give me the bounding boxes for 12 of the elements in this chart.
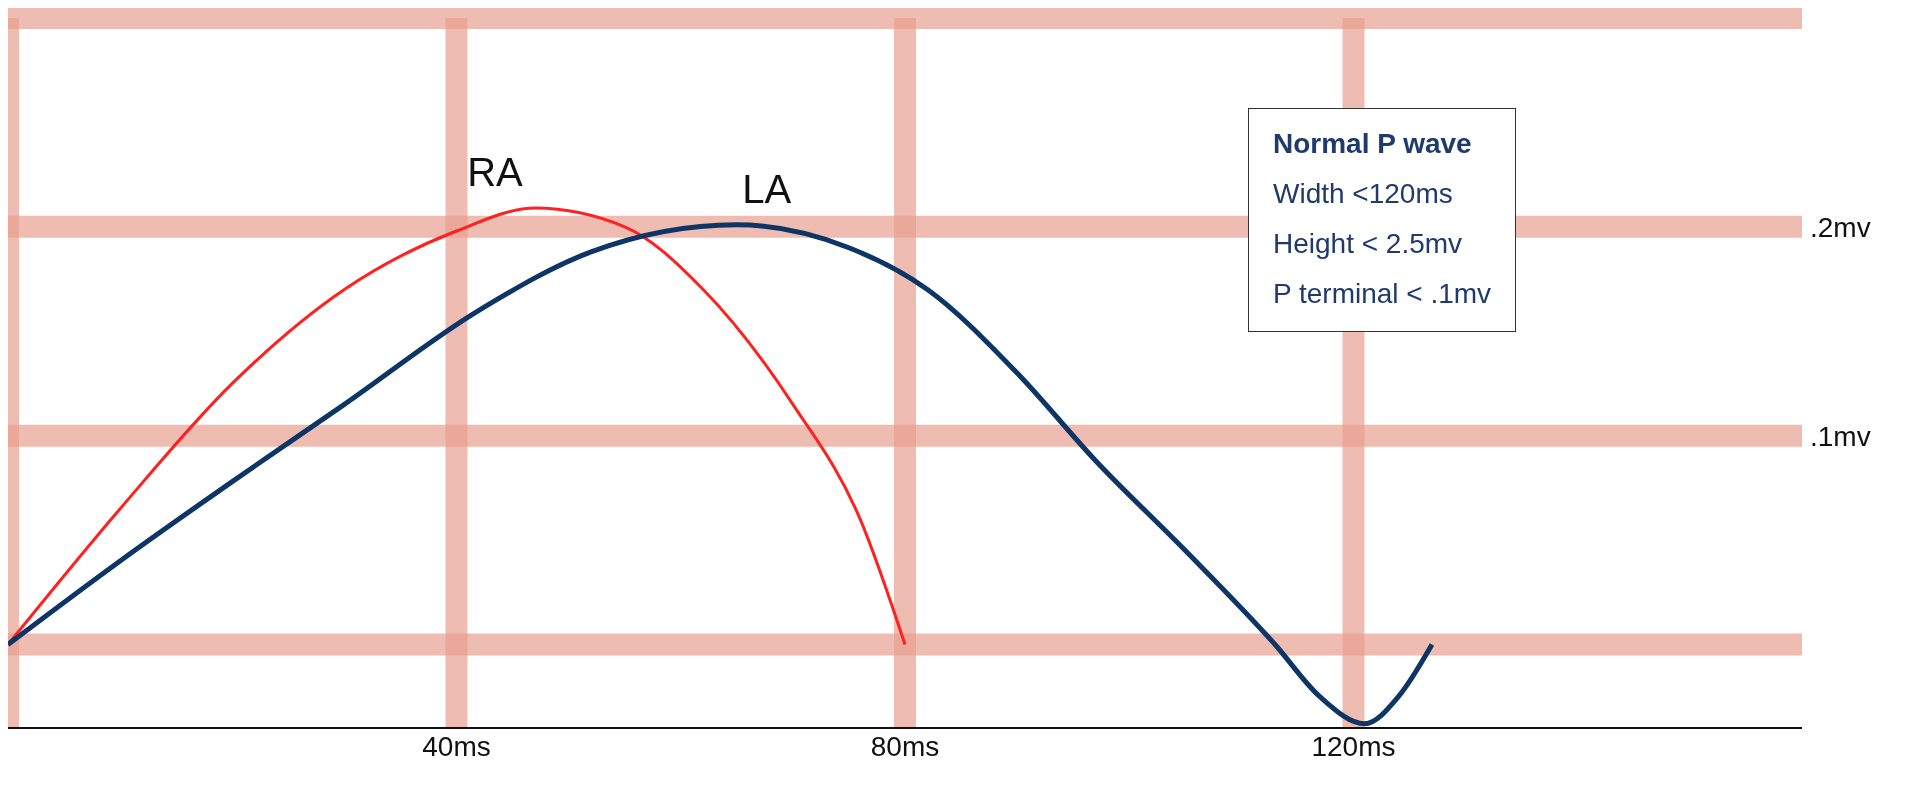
y-tick-label: .2mv [1810, 211, 1871, 243]
annotation: Width <120ms [1273, 177, 1454, 211]
annotation: P terminal < .1mv [1273, 277, 1492, 311]
series-label: RA [467, 150, 524, 195]
y-tick-label: .1mv [1810, 420, 1871, 452]
x-tick-label: 80ms [870, 730, 940, 762]
line-series [8, 206, 907, 646]
series-label: LA [742, 166, 792, 211]
x-tick-label: 120ms [1311, 730, 1396, 762]
x-tick-label: 40ms [422, 730, 491, 762]
annotation: Height < 2.5mv [1273, 227, 1464, 261]
annotation: Normal P wave [1273, 127, 1473, 161]
